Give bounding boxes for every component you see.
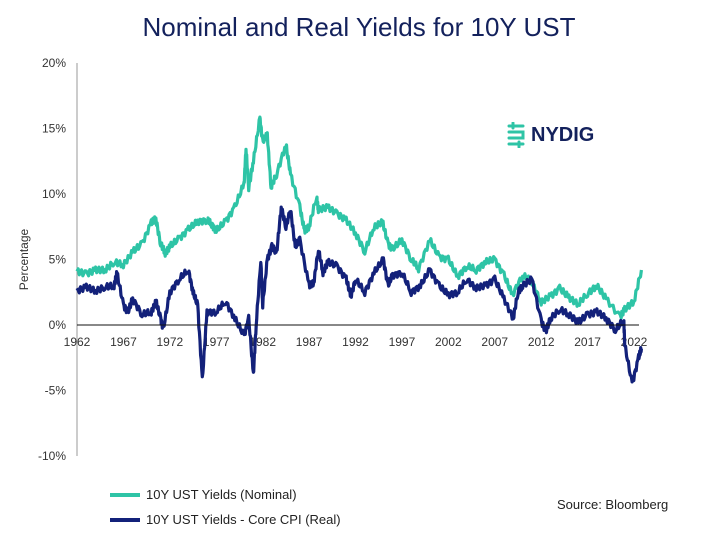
legend-label-real: 10Y UST Yields - Core CPI (Real) xyxy=(146,512,341,527)
y-tick-label: 10% xyxy=(42,187,66,201)
y-tick-label: -5% xyxy=(45,384,67,398)
x-tick-label: 2012 xyxy=(528,335,555,349)
x-tick-label: 1997 xyxy=(389,335,416,349)
x-tick-label: 1962 xyxy=(64,335,91,349)
nydig-logo-icon xyxy=(507,122,525,148)
legend-item-real: 10Y UST Yields - Core CPI (Real) xyxy=(110,512,341,527)
x-tick-label: 2022 xyxy=(621,335,648,349)
x-tick-label: 1977 xyxy=(203,335,230,349)
source-note: Source: Bloomberg xyxy=(557,497,669,512)
x-tick-label: 1972 xyxy=(156,335,183,349)
series-line-real xyxy=(75,205,644,384)
y-tick-label: 15% xyxy=(42,122,66,136)
x-tick-label: 1987 xyxy=(296,335,323,349)
y-tick-label: 20% xyxy=(42,56,66,70)
legend-swatch-nominal xyxy=(110,492,140,497)
logo-text: NYDIG xyxy=(531,123,595,146)
chart-title: Nominal and Real Yields for 10Y UST xyxy=(142,12,576,42)
nydig-logo: NYDIG xyxy=(505,122,594,148)
y-tick-label: 5% xyxy=(49,253,67,267)
legend-item-nominal: 10Y UST Yields (Nominal) xyxy=(110,487,297,502)
x-tick-label: 1967 xyxy=(110,335,137,349)
y-tick-label: 0% xyxy=(49,318,67,332)
y-tick-label: -10% xyxy=(38,449,66,463)
legend-swatch-real xyxy=(110,517,140,522)
legend-label-nominal: 10Y UST Yields (Nominal) xyxy=(146,487,297,502)
x-tick-label: 2017 xyxy=(574,335,601,349)
x-tick-label: 2002 xyxy=(435,335,462,349)
x-tick-label: 1982 xyxy=(249,335,276,349)
x-tick-label: 1992 xyxy=(342,335,369,349)
y-axis-label: Percentage xyxy=(17,228,31,290)
x-tick-label: 2007 xyxy=(481,335,508,349)
